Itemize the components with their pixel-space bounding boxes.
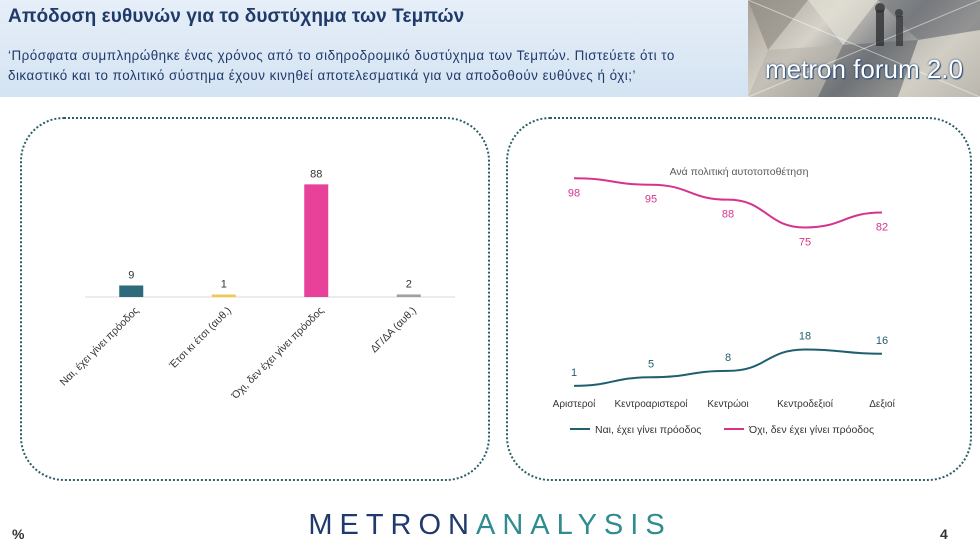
line-category-label: Δεξιοί [869,398,895,410]
line-data-label: 82 [876,222,888,234]
line-chart-panel [506,117,972,481]
line-category-label: Κεντροαριστεροί [614,398,688,410]
brand-part-analysis: ANALYSIS [475,509,672,541]
line-data-label: 16 [876,335,888,347]
bar-value-label: 9 [128,269,134,281]
survey-question: ‘Πρόσφατα συμπληρώθηκε ένας χρόνος από τ… [8,48,675,83]
brand-part-metron: METRON [308,509,476,541]
bar-chart: 9 Ναι, έχει γίνει πρόοδος 1 Έτσι κι έτσι (α… [58,168,455,403]
bar-category-label: ΔΓ/ΔΑ (αυθ.) [368,305,419,356]
line-category-label: Κεντροδεξιοί [777,398,834,410]
metron-analysis-brand: METRONANALYSIS [0,509,980,542]
bar-category-label: Έτσι κι έτσι (αυθ.) [166,305,233,372]
logo-text: metron forum 2.0 [765,54,963,84]
bar [304,184,329,297]
line-chart: Ανά πολιτική αυτοτοποθέτηση 1 5 8 18 16 98 95 88… [553,166,896,436]
line-data-label: 18 [799,330,811,342]
bar-value-label: 88 [310,168,322,180]
page-title: Απόδοση ευθυνών για το δυστύχημα των Τεμ… [8,6,465,27]
line-category-label: Κεντρώοι [707,398,748,410]
line-chart-title: Ανά πολιτική αυτοτοποθέτηση [670,166,809,178]
series-line [573,177,883,229]
logo-background-pattern [748,0,980,97]
line-data-label: 98 [568,187,580,199]
bar-chart-panel [20,117,490,481]
percent-unit-label: % [12,526,25,542]
bar-value-label: 2 [406,278,412,290]
line-category-label: Αριστεροί [553,398,596,410]
line-data-label: 88 [722,209,734,221]
line-data-label: 8 [725,352,731,364]
metron-forum-logo: metron forum 2.0 [748,0,980,97]
series-line [573,348,883,387]
bar [396,294,421,297]
bar [211,294,236,297]
bar-category-label: Όχι, δεν έχει γίνει πρόοδος [229,305,327,403]
legend-label: Ναι, έχει γίνει πρόοδος [595,424,701,436]
page-number: 4 [940,526,948,542]
line-data-label: 95 [645,194,657,206]
legend-label: Όχι, δεν έχει γίνει πρόοδος [748,424,874,436]
line-data-label: 1 [571,367,577,379]
bar-category-label: Ναι, έχει γίνει πρόοδος [58,305,142,389]
bar [119,285,144,297]
line-data-label: 5 [648,358,654,370]
line-data-label: 75 [799,237,811,249]
bar-value-label: 1 [221,279,227,291]
